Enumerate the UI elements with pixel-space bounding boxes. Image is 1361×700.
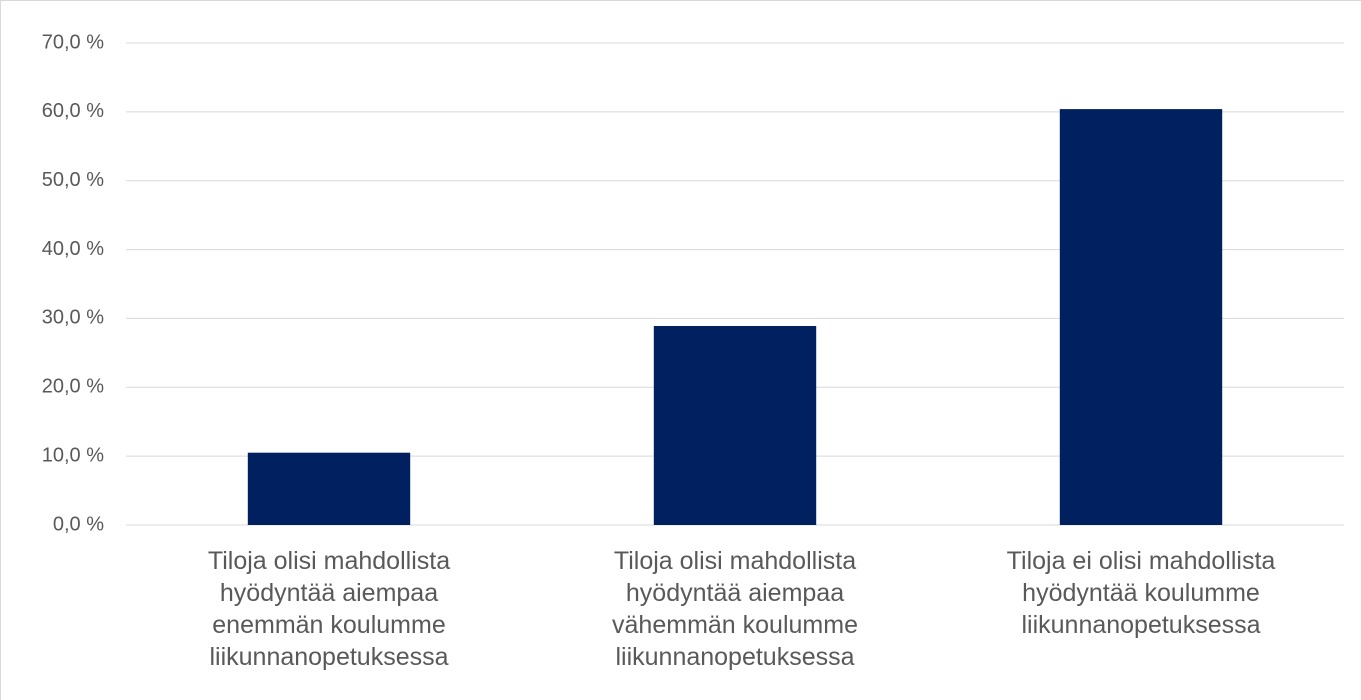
y-tick-label: 40,0 %: [42, 238, 104, 260]
y-tick-label: 0,0 %: [53, 513, 104, 535]
x-tick-label: Tiloja olisi mahdollista hyödyntää aiemp…: [207, 547, 451, 671]
y-tick-label: 70,0 %: [42, 31, 104, 53]
y-tick-label: 10,0 %: [42, 444, 104, 466]
y-tick-label: 60,0 %: [42, 100, 104, 122]
bar: [1059, 109, 1223, 526]
bar: [247, 452, 411, 525]
x-tick-label: Tiloja ei olisi mahdollista hyödyntää ko…: [1006, 547, 1276, 639]
y-tick-label: 50,0 %: [42, 169, 104, 191]
bar: [653, 326, 817, 525]
y-tick-label: 30,0 %: [42, 307, 104, 329]
y-tick-label: 20,0 %: [42, 376, 104, 398]
x-tick-label: Tiloja olisi mahdollista hyödyntää aiemp…: [612, 547, 858, 671]
